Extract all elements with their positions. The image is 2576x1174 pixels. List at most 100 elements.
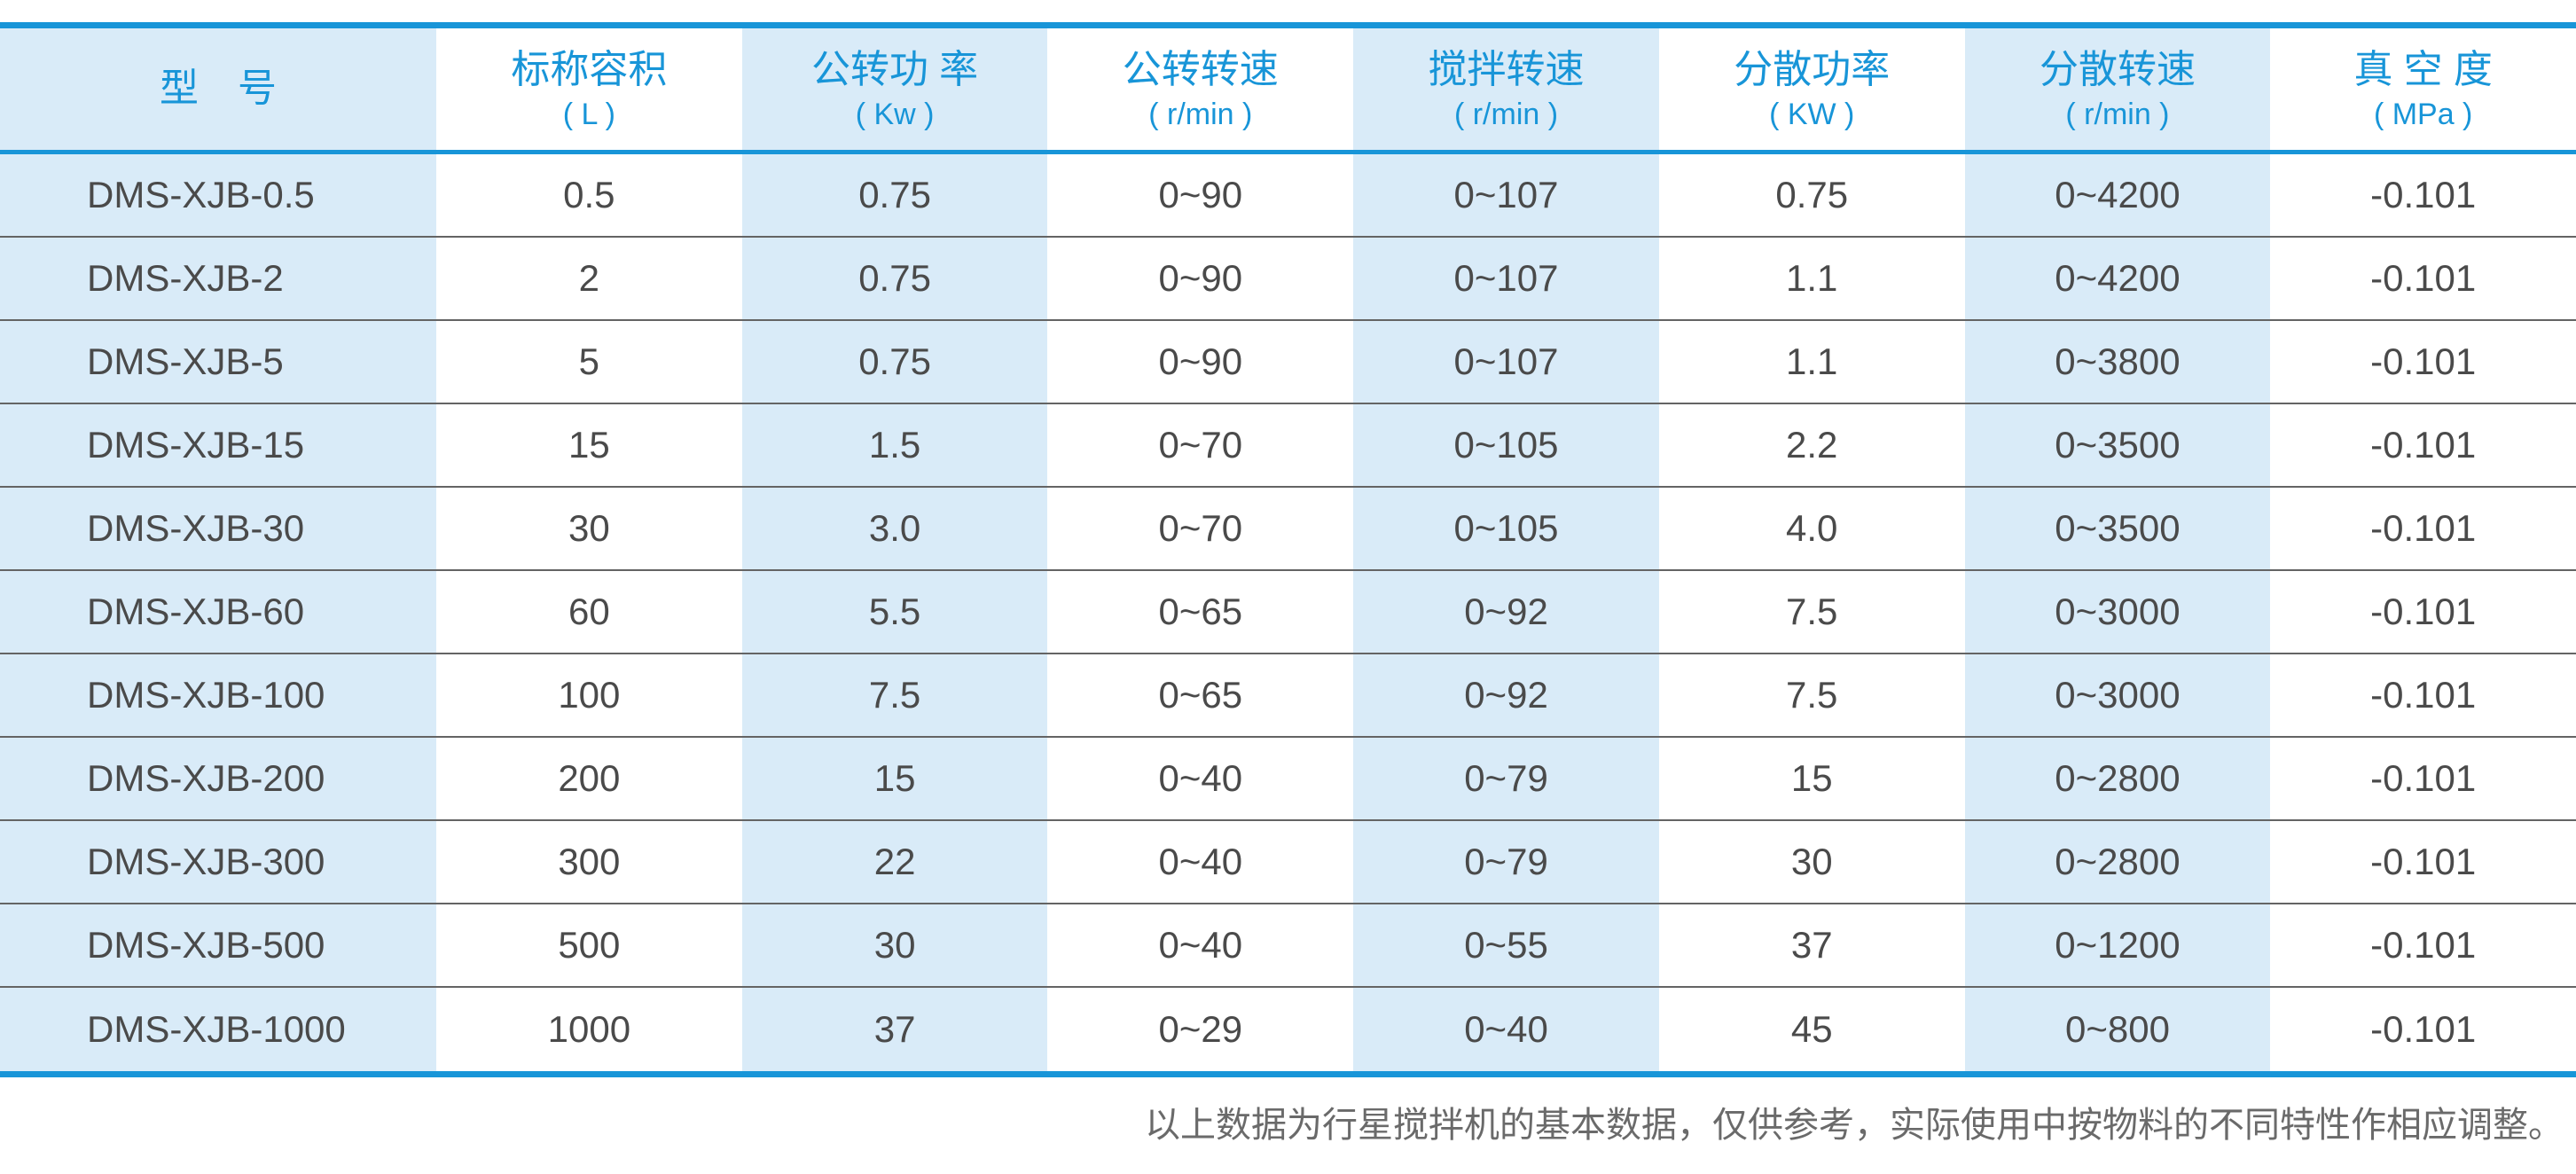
value-cell: 0~2800 bbox=[1964, 738, 2271, 819]
model-cell: DMS-XJB-0.5 bbox=[0, 154, 436, 236]
value-cell: 0~40 bbox=[1353, 988, 1659, 1071]
value-cell: 0~90 bbox=[1158, 340, 1243, 382]
header-unit: ( KW ) bbox=[1769, 97, 1855, 131]
value-cell: 0~3500 bbox=[1964, 488, 2271, 569]
value-cell: 0~40 bbox=[1158, 757, 1243, 799]
value-cell: 0.75 bbox=[741, 154, 1048, 236]
header-label: 分散功率 bbox=[1734, 48, 1891, 92]
value-cell: -0.101 bbox=[2370, 257, 2477, 299]
header-label: 型 号 bbox=[160, 67, 277, 111]
value-cell: 0~70 bbox=[1158, 507, 1243, 549]
value-cell: 0~2800 bbox=[1964, 821, 2271, 903]
value-cell: 0~105 bbox=[1353, 404, 1659, 486]
value-cell: -0.101 bbox=[2370, 841, 2477, 882]
header-unit: ( MPa ) bbox=[2373, 97, 2473, 131]
value-cell: 0~79 bbox=[1353, 738, 1659, 819]
value-cell: 7.5 bbox=[741, 654, 1048, 736]
value-cell: 0~800 bbox=[1964, 988, 2271, 1071]
value-cell: -0.101 bbox=[2370, 591, 2477, 632]
value-cell: 0~107 bbox=[1353, 321, 1659, 403]
header-label: 公转转速 bbox=[1122, 48, 1279, 92]
value-cell: 1000 bbox=[547, 1008, 631, 1050]
model-cell: DMS-XJB-1000 bbox=[0, 988, 436, 1071]
value-cell: 15 bbox=[1790, 757, 1833, 799]
value-cell: 0~4200 bbox=[1964, 238, 2271, 319]
header-cell-revolution-power: 公转功 率 ( Kw ) bbox=[741, 28, 1048, 150]
model-cell: DMS-XJB-30 bbox=[0, 488, 436, 569]
value-cell: 0~105 bbox=[1353, 488, 1659, 569]
header-cell-dispersion-speed: 分散转速 ( r/min ) bbox=[1964, 28, 2271, 150]
value-cell: 37 bbox=[741, 988, 1048, 1071]
value-cell: -0.101 bbox=[2370, 424, 2477, 466]
value-cell: 500 bbox=[558, 924, 621, 966]
value-cell: 30 bbox=[1790, 841, 1833, 882]
header-cell-model: 型 号 bbox=[0, 28, 436, 150]
value-cell: 7.5 bbox=[1786, 591, 1838, 632]
value-cell: 0.75 bbox=[1775, 174, 1849, 215]
spec-table: 型 号 标称容积 ( L ) 公转功 率 ( Kw ) 公转转速 ( r/min… bbox=[0, 28, 2576, 1071]
value-cell: 300 bbox=[558, 841, 621, 882]
header-unit: ( r/min ) bbox=[2065, 97, 2170, 131]
value-cell: 0~92 bbox=[1353, 571, 1659, 653]
table-row: DMS-XJB-15 15 1.5 0~70 0~105 2.2 0~3500 -0.101 bbox=[0, 404, 2576, 488]
value-cell: 0~3000 bbox=[1964, 571, 2271, 653]
header-unit: ( L ) bbox=[562, 97, 615, 131]
table-row: DMS-XJB-300 300 22 0~40 0~79 30 0~2800 -0.101 bbox=[0, 821, 2576, 904]
value-cell: 0~3500 bbox=[1964, 404, 2271, 486]
value-cell: 5 bbox=[578, 340, 600, 382]
value-cell: 15 bbox=[741, 738, 1048, 819]
model-cell: DMS-XJB-5 bbox=[0, 321, 436, 403]
value-cell: 37 bbox=[1790, 924, 1833, 966]
table-row: DMS-XJB-100 100 7.5 0~65 0~92 7.5 0~3000 -0.101 bbox=[0, 654, 2576, 738]
value-cell: 0~65 bbox=[1158, 674, 1243, 716]
table-row: DMS-XJB-60 60 5.5 0~65 0~92 7.5 0~3000 -0.101 bbox=[0, 571, 2576, 654]
page: { "colors": { "accent": "#1895d8", "tint… bbox=[0, 22, 2576, 1174]
value-cell: 0.75 bbox=[741, 238, 1048, 319]
value-cell: 0~4200 bbox=[1964, 154, 2271, 236]
value-cell: 15 bbox=[568, 424, 610, 466]
footnote: 以上数据为行星搅拌机的基本数据，仅供参考，实际使用中按物料的不同特性作相应调整。 bbox=[1145, 1105, 2564, 1146]
model-cell: DMS-XJB-100 bbox=[0, 654, 436, 736]
value-cell: 0~79 bbox=[1353, 821, 1659, 903]
header-cell-stirring-speed: 搅拌转速 ( r/min ) bbox=[1353, 28, 1659, 150]
model-cell: DMS-XJB-2 bbox=[0, 238, 436, 319]
table-row: DMS-XJB-5 5 0.75 0~90 0~107 1.1 0~3800 -0.101 bbox=[0, 321, 2576, 404]
model-cell: DMS-XJB-60 bbox=[0, 571, 436, 653]
table-row: DMS-XJB-0.5 0.5 0.75 0~90 0~107 0.75 0~4200 -0.… bbox=[0, 154, 2576, 238]
value-cell: 0~107 bbox=[1353, 238, 1659, 319]
value-cell: -0.101 bbox=[2370, 757, 2477, 799]
value-cell: 0~92 bbox=[1353, 654, 1659, 736]
header-label: 标称容积 bbox=[511, 48, 668, 92]
model-cell: DMS-XJB-200 bbox=[0, 738, 436, 819]
value-cell: 0~29 bbox=[1158, 1008, 1243, 1050]
value-cell: 100 bbox=[558, 674, 621, 716]
value-cell: -0.101 bbox=[2370, 507, 2477, 549]
value-cell: -0.101 bbox=[2370, 924, 2477, 966]
value-cell: 0~70 bbox=[1158, 424, 1243, 466]
value-cell: 7.5 bbox=[1786, 674, 1838, 716]
model-cell: DMS-XJB-15 bbox=[0, 404, 436, 486]
value-cell: 0.75 bbox=[741, 321, 1048, 403]
header-cell-capacity: 标称容积 ( L ) bbox=[436, 28, 742, 150]
value-cell: 0~90 bbox=[1158, 174, 1243, 215]
header-label: 搅拌转速 bbox=[1428, 48, 1585, 92]
value-cell: 1.1 bbox=[1786, 340, 1838, 382]
header-label: 分散转速 bbox=[2039, 48, 2196, 92]
value-cell: 30 bbox=[568, 507, 610, 549]
header-unit: ( r/min ) bbox=[1453, 97, 1559, 131]
table-bottom-rule bbox=[0, 1071, 2576, 1077]
header-cell-dispersion-power: 分散功率 ( KW ) bbox=[1659, 28, 1965, 150]
header-cell-revolution-speed: 公转转速 ( r/min ) bbox=[1047, 28, 1353, 150]
value-cell: 0~65 bbox=[1158, 591, 1243, 632]
header-unit: ( r/min ) bbox=[1148, 97, 1253, 131]
table-body: DMS-XJB-0.5 0.5 0.75 0~90 0~107 0.75 0~4200 -0.… bbox=[0, 154, 2576, 1071]
value-cell: 0~107 bbox=[1353, 154, 1659, 236]
value-cell: -0.101 bbox=[2370, 340, 2477, 382]
value-cell: -0.101 bbox=[2370, 674, 2477, 716]
value-cell: 5.5 bbox=[741, 571, 1048, 653]
value-cell: 0~55 bbox=[1353, 904, 1659, 986]
table-row: DMS-XJB-500 500 30 0~40 0~55 37 0~1200 -0.101 bbox=[0, 904, 2576, 988]
value-cell: 0~90 bbox=[1158, 257, 1243, 299]
value-cell: 0~40 bbox=[1158, 841, 1243, 882]
value-cell: 1.1 bbox=[1786, 257, 1838, 299]
